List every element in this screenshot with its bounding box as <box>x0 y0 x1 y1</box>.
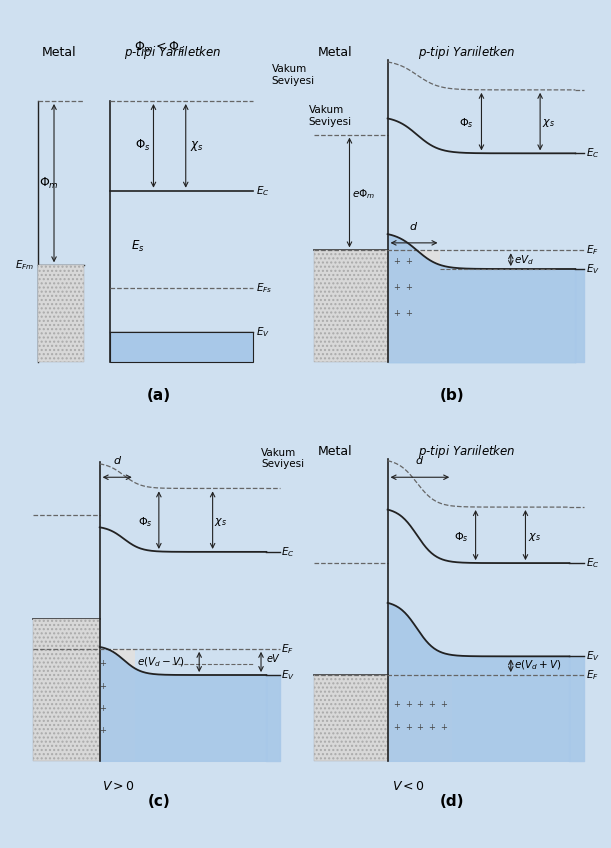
Text: $V<0$: $V<0$ <box>392 780 425 794</box>
Text: +: + <box>417 722 423 732</box>
Text: Metal: Metal <box>318 444 352 458</box>
Text: $p$-$tipi$ Yarıiletken: $p$-$tipi$ Yarıiletken <box>123 44 221 61</box>
Bar <box>387 675 452 761</box>
Text: $\Phi_s$: $\Phi_s$ <box>453 530 468 544</box>
Bar <box>111 332 253 362</box>
Text: +: + <box>404 310 412 318</box>
Text: $\Phi_s$: $\Phi_s$ <box>135 138 150 153</box>
Text: $\chi_s$: $\chi_s$ <box>543 118 555 130</box>
Text: $\chi_s$: $\chi_s$ <box>214 516 227 528</box>
Text: $E_F$: $E_F$ <box>585 668 598 682</box>
Text: $e(V_d+V)$: $e(V_d+V)$ <box>514 659 561 672</box>
Bar <box>100 649 134 761</box>
Text: +: + <box>393 700 400 710</box>
Text: +: + <box>99 682 106 691</box>
Bar <box>32 619 100 761</box>
Text: $E_C$: $E_C$ <box>585 556 599 570</box>
Text: $e\Phi_m$: $e\Phi_m$ <box>353 187 376 201</box>
Text: Metal: Metal <box>42 46 77 59</box>
Bar <box>314 675 387 761</box>
Text: +: + <box>404 257 412 266</box>
Text: $\chi_s$: $\chi_s$ <box>528 531 541 543</box>
Text: $d$: $d$ <box>112 454 122 466</box>
Text: +: + <box>428 722 435 732</box>
Text: $e(V_d-V)$: $e(V_d-V)$ <box>137 656 185 669</box>
Text: $p$-$tipi$ Yarıiletken: $p$-$tipi$ Yarıiletken <box>418 443 516 460</box>
Text: $\chi_s$: $\chi_s$ <box>189 139 203 153</box>
Text: $E_C$: $E_C$ <box>255 184 269 198</box>
Text: +: + <box>99 659 106 668</box>
Text: $E_F$: $E_F$ <box>281 642 294 656</box>
Text: $d$: $d$ <box>409 220 419 232</box>
Text: $p$-$tipi$ Yarıiletken: $p$-$tipi$ Yarıiletken <box>418 44 516 61</box>
Text: +: + <box>404 283 412 293</box>
Text: +: + <box>440 700 447 710</box>
Text: $E_V$: $E_V$ <box>585 650 599 663</box>
Text: $E_V$: $E_V$ <box>585 262 599 276</box>
Text: +: + <box>393 257 400 266</box>
Text: $\Phi_s$: $\Phi_s$ <box>459 116 474 131</box>
Text: $eV_d$: $eV_d$ <box>514 253 534 266</box>
Text: +: + <box>404 700 412 710</box>
Text: $V>0$: $V>0$ <box>102 780 135 794</box>
Text: $\Phi_m$: $\Phi_m$ <box>39 176 59 191</box>
Text: Metal: Metal <box>318 46 352 59</box>
Text: Vakum
Seviyesi: Vakum Seviyesi <box>309 105 351 127</box>
Text: $E_{Fs}$: $E_{Fs}$ <box>255 281 272 294</box>
Text: Vakum
Seviyesi: Vakum Seviyesi <box>261 448 304 470</box>
Bar <box>314 250 387 362</box>
Text: +: + <box>440 722 447 732</box>
Text: (d): (d) <box>440 795 464 809</box>
Text: (c): (c) <box>147 795 170 809</box>
Text: $E_C$: $E_C$ <box>281 545 295 559</box>
Text: $\Phi_s$: $\Phi_s$ <box>138 515 153 529</box>
Text: $E_s$: $E_s$ <box>131 239 144 254</box>
Text: $E_C$: $E_C$ <box>585 147 599 160</box>
Text: $E_{Fm}$: $E_{Fm}$ <box>15 259 34 272</box>
Text: +: + <box>99 704 106 713</box>
Text: $d$: $d$ <box>415 454 425 466</box>
Text: +: + <box>393 310 400 318</box>
Text: $E_F$: $E_F$ <box>585 243 598 257</box>
Text: +: + <box>417 700 423 710</box>
Text: +: + <box>393 283 400 293</box>
Text: Vakum
Seviyesi: Vakum Seviyesi <box>272 64 315 86</box>
Text: $E_V$: $E_V$ <box>281 668 295 682</box>
Bar <box>387 250 441 362</box>
Text: +: + <box>428 700 435 710</box>
Text: $\Phi_m < \Phi_s$: $\Phi_m < \Phi_s$ <box>134 40 184 54</box>
Text: +: + <box>404 722 412 732</box>
Text: +: + <box>99 727 106 735</box>
Text: (b): (b) <box>440 388 464 404</box>
Text: (a): (a) <box>147 388 171 404</box>
Text: +: + <box>393 722 400 732</box>
Text: $E_V$: $E_V$ <box>255 326 269 339</box>
Bar <box>38 265 84 362</box>
Text: $eV$: $eV$ <box>266 652 282 664</box>
